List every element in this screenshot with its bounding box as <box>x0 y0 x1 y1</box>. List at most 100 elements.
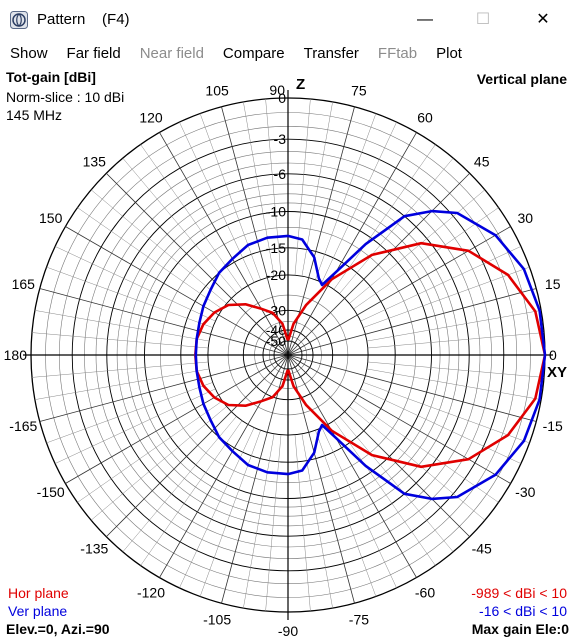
grid-radial <box>243 433 275 609</box>
grid-radial <box>159 132 289 356</box>
grid-radial <box>321 121 397 283</box>
grid-radial <box>31 361 209 378</box>
grid-radial <box>321 427 397 589</box>
grid-radial <box>140 420 243 566</box>
grid-radial <box>90 189 227 304</box>
ver-range-label: -16 < dBi < 10 <box>479 603 567 619</box>
grid-radial <box>34 368 210 400</box>
angle-label: -15 <box>543 418 563 434</box>
ring-label: -20 <box>266 267 286 283</box>
grid-radial <box>287 172 471 356</box>
grid-radial <box>243 101 275 277</box>
grid-radial <box>54 388 216 464</box>
grid-radial <box>287 354 417 578</box>
grid-radial <box>353 400 499 503</box>
angle-label: 60 <box>417 110 433 126</box>
grid-radial <box>339 416 454 553</box>
elev-azi-label: Elev.=0, Azi.=90 <box>6 621 110 637</box>
angle-label: -165 <box>9 418 37 434</box>
menu-fftab: FFtab <box>377 44 418 62</box>
grid-radial <box>265 98 282 276</box>
norm-slice-label: Norm-slice : 10 dBi <box>6 89 125 105</box>
grid-radial <box>46 266 213 328</box>
grid-radial <box>315 430 377 597</box>
ring-label: -3 <box>274 131 287 147</box>
grid-radial <box>333 420 436 566</box>
angle-label: 135 <box>83 153 107 169</box>
axis-xy-label: XY <box>547 364 567 381</box>
angle-label: 45 <box>474 153 490 169</box>
angle-label: 15 <box>545 276 561 292</box>
title-bar: Pattern (F4) — ☐ ✕ <box>0 0 575 40</box>
trace-ver-plane <box>194 209 547 501</box>
angle-label: -45 <box>472 541 492 557</box>
plane-label: Vertical plane <box>476 71 567 87</box>
ring-label: -15 <box>266 240 286 256</box>
grid-radial <box>34 310 210 342</box>
grid-radial <box>363 382 530 444</box>
grid-radial <box>159 354 289 578</box>
hor-range-label: -989 < dBi < 10 <box>471 585 567 601</box>
grid-radial <box>179 427 255 589</box>
ring-label: 0 <box>278 90 286 106</box>
menu-bar: Show Far field Near field Compare Transf… <box>0 40 575 66</box>
grid-radial <box>140 144 243 290</box>
grid-radial <box>199 113 261 280</box>
angle-label: -150 <box>37 484 65 500</box>
angle-label: -30 <box>515 484 535 500</box>
window-title: Pattern (F4) <box>37 11 130 28</box>
plot-title: Tot-gain [dBi] <box>6 69 96 85</box>
grid-radial <box>366 310 542 342</box>
grid-radial <box>122 157 237 294</box>
grid-radial <box>39 354 289 422</box>
grid-radial <box>363 266 530 328</box>
ring-label: -10 <box>266 204 286 220</box>
ring-label: -6 <box>274 166 287 182</box>
legend-ver-plane: Ver plane <box>8 603 68 619</box>
grid-radial <box>367 332 545 349</box>
pattern-plot[interactable]: 0 -3 -6 -10 -15 -20 -30 -40 -50 0 15 30 45 60 75 90 105… <box>0 66 575 639</box>
polar-chart: 0 -3 -6 -10 -15 -20 -30 -40-50 0 15 30 45 60 75 90 105… <box>4 76 567 639</box>
grid-radial <box>333 144 436 290</box>
grid-radial <box>287 132 417 356</box>
grid-radial <box>339 157 454 294</box>
grid-radial <box>122 416 237 553</box>
angle-label: -105 <box>203 612 231 628</box>
grid-radial <box>287 354 471 538</box>
grid-radial <box>315 113 377 280</box>
grid-radial <box>287 288 537 356</box>
angle-label: 165 <box>12 276 36 292</box>
axis-z-label: Z <box>296 76 305 93</box>
angle-label: 120 <box>139 110 163 126</box>
menu-far-field[interactable]: Far field <box>66 44 121 62</box>
menu-near-field: Near field <box>139 44 204 62</box>
angle-label: -60 <box>415 584 435 600</box>
grid-radial <box>90 406 227 521</box>
grid-radial <box>105 172 289 356</box>
angle-label: -120 <box>137 584 165 600</box>
angle-label: 105 <box>205 82 229 98</box>
pattern-traces <box>194 209 547 501</box>
grid-radial <box>294 98 311 276</box>
angle-label: -90 <box>278 623 298 639</box>
angle-label: 0 <box>549 347 557 363</box>
menu-transfer[interactable]: Transfer <box>303 44 359 62</box>
grid-radial <box>77 207 223 310</box>
close-button[interactable]: ✕ <box>536 11 550 28</box>
menu-show[interactable]: Show <box>10 44 48 62</box>
grid-radial <box>287 354 511 484</box>
grid-radial <box>31 332 209 349</box>
ring-label: -40 <box>266 322 286 338</box>
grid-radial <box>199 430 261 597</box>
ring-label: -30 <box>266 302 286 318</box>
angle-label: 90 <box>269 82 285 98</box>
grid-radial <box>65 354 289 484</box>
angle-label: -75 <box>349 612 369 628</box>
maximize-button[interactable]: ☐ <box>475 11 491 28</box>
grid-radial <box>287 354 537 422</box>
grid-radial <box>287 226 511 356</box>
grid-radial <box>77 400 223 503</box>
menu-plot[interactable]: Plot <box>436 44 462 62</box>
minimize-button[interactable]: — <box>417 11 433 28</box>
menu-compare[interactable]: Compare <box>222 44 285 62</box>
